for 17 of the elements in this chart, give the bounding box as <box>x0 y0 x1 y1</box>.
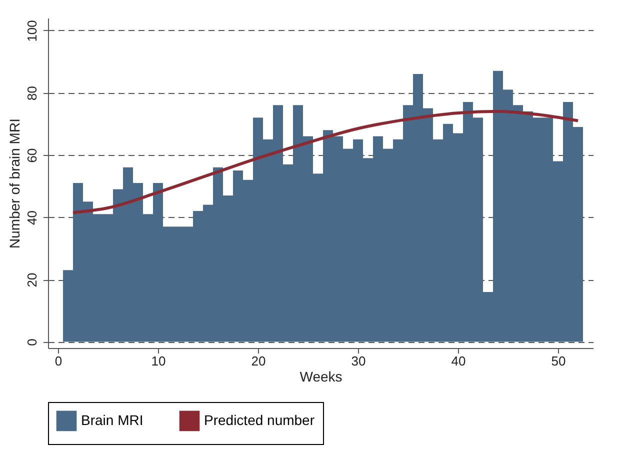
x-tick-label: 40 <box>451 354 466 368</box>
x-tick-label: 10 <box>151 354 166 368</box>
x-tick-label: 30 <box>351 354 366 368</box>
y-tick-label: 80 <box>24 86 40 100</box>
y-tick-label: 100 <box>24 20 40 42</box>
x-axis-title: Weeks <box>300 368 342 384</box>
line-series <box>72 110 580 214</box>
x-tick-label: 0 <box>54 354 62 368</box>
legend-label: Brain MRI <box>81 412 144 428</box>
x-tick-label: 20 <box>251 354 266 368</box>
legend-label: Predicted number <box>204 412 315 428</box>
x-tick-label: 50 <box>551 354 566 368</box>
y-tick-label: 0 <box>24 338 40 346</box>
y-tick-label: 20 <box>24 272 40 288</box>
y-tick-label: 40 <box>24 210 40 225</box>
y-axis-title: Number of brain MRI <box>6 118 22 248</box>
y-tick-label: 60 <box>24 148 40 163</box>
